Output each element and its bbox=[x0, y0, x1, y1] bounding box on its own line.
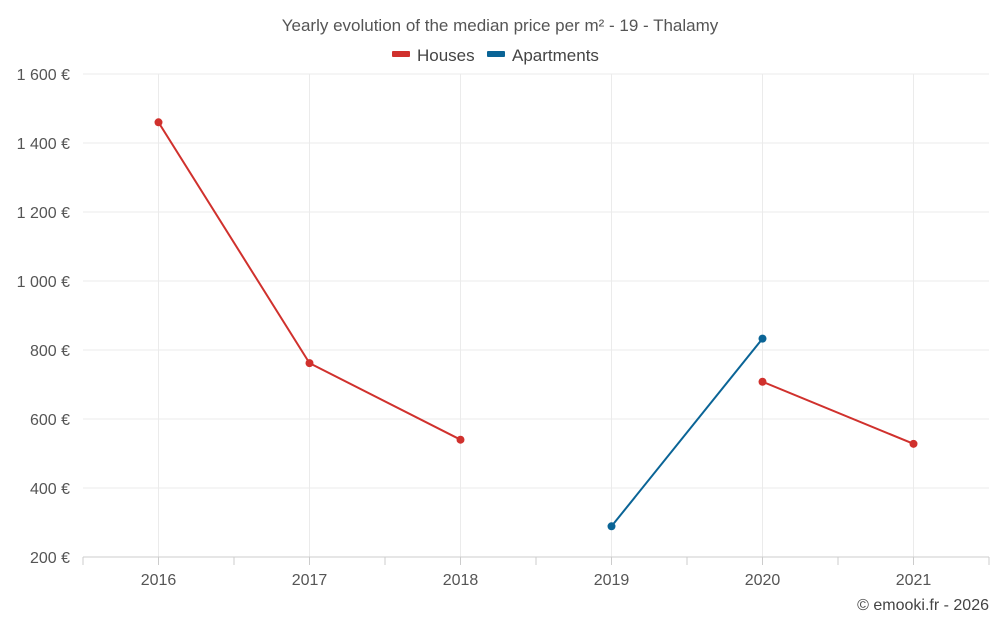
data-point[interactable] bbox=[305, 359, 314, 368]
legend[interactable]: Houses Apartments bbox=[392, 46, 599, 65]
x-tick-label: 2018 bbox=[443, 572, 479, 589]
legend-label: Apartments bbox=[512, 46, 599, 65]
chart-title: Yearly evolution of the median price per… bbox=[282, 16, 719, 35]
x-tick-label: 2017 bbox=[292, 572, 328, 589]
series-layer bbox=[154, 118, 918, 531]
y-tick-label: 1 000 € bbox=[17, 274, 70, 291]
y-tick-label: 800 € bbox=[30, 343, 70, 360]
x-tick-label: 2021 bbox=[896, 572, 932, 589]
y-tick-label: 400 € bbox=[30, 481, 70, 498]
y-tick-label: 600 € bbox=[30, 412, 70, 429]
legend-item-apartments[interactable]: Apartments bbox=[487, 46, 599, 65]
legend-swatch bbox=[392, 51, 410, 57]
legend-label: Houses bbox=[417, 46, 475, 65]
axes: 200 € 400 € 600 € 800 € 1 000 € 1 200 € 1 400 … bbox=[17, 67, 990, 589]
y-tick-label: 1 600 € bbox=[17, 67, 70, 84]
data-point[interactable] bbox=[607, 522, 616, 531]
series-apartments[interactable] bbox=[607, 334, 767, 531]
y-tick-label: 1 400 € bbox=[17, 136, 70, 153]
series-line[interactable] bbox=[762, 380, 914, 445]
data-point[interactable] bbox=[758, 377, 767, 386]
data-point[interactable] bbox=[456, 435, 465, 444]
grid bbox=[83, 73, 989, 557]
x-tick-label: 2016 bbox=[141, 572, 177, 589]
credit-text[interactable]: © emooki.fr - 2026 bbox=[857, 597, 989, 614]
series-houses[interactable] bbox=[154, 118, 918, 448]
data-point[interactable] bbox=[758, 334, 767, 343]
x-tick-label: 2019 bbox=[594, 572, 630, 589]
y-tick-label: 200 € bbox=[30, 550, 70, 567]
data-point[interactable] bbox=[909, 439, 918, 448]
x-tick-label: 2020 bbox=[745, 572, 781, 589]
y-tick-label: 1 200 € bbox=[17, 205, 70, 222]
data-point[interactable] bbox=[154, 118, 163, 127]
legend-swatch bbox=[487, 51, 505, 57]
legend-item-houses[interactable]: Houses bbox=[392, 46, 475, 65]
series-line[interactable] bbox=[610, 337, 764, 527]
